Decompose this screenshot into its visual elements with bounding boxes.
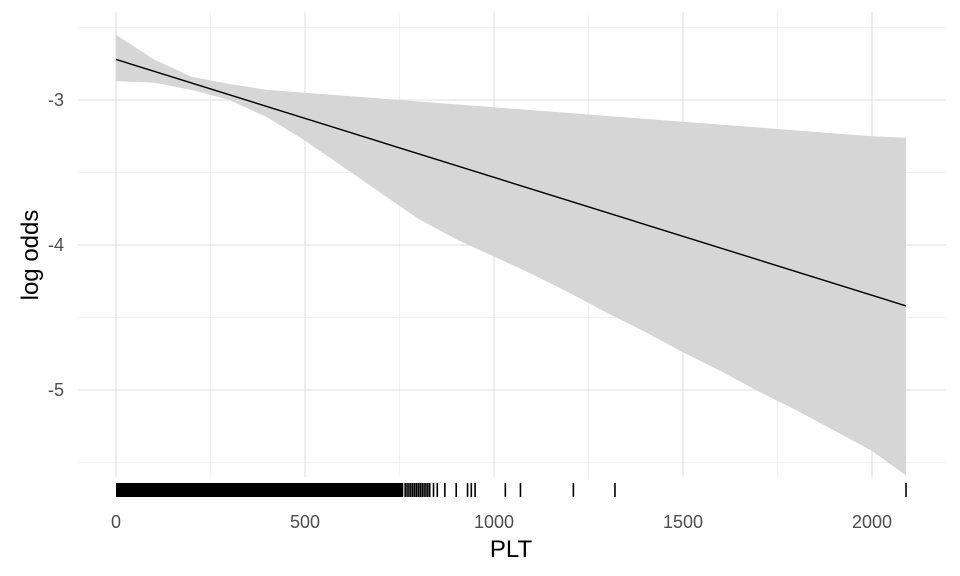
x-tick-label: 500 xyxy=(290,512,320,532)
x-axis-title: PLT xyxy=(490,536,533,563)
fit-line xyxy=(115,58,907,307)
x-tick-labels: 0 500 1000 1500 2000 xyxy=(111,512,892,532)
rug-dense-block xyxy=(116,483,404,497)
y-tick-label: -3 xyxy=(48,90,64,110)
x-tick-label: 1000 xyxy=(474,512,514,532)
rug-layer xyxy=(116,483,907,497)
y-tick-labels: -5 -4 -3 xyxy=(48,90,64,400)
x-tick-label: 0 xyxy=(111,512,121,532)
y-tick-label: -4 xyxy=(48,235,64,255)
confidence-band-layer xyxy=(116,34,907,476)
y-axis-title: log odds xyxy=(17,210,44,301)
confidence-band xyxy=(116,34,907,476)
x-tick-label: 1500 xyxy=(663,512,703,532)
fit-line-layer xyxy=(115,58,907,307)
x-tick-label: 2000 xyxy=(852,512,892,532)
y-tick-label: -5 xyxy=(48,380,64,400)
